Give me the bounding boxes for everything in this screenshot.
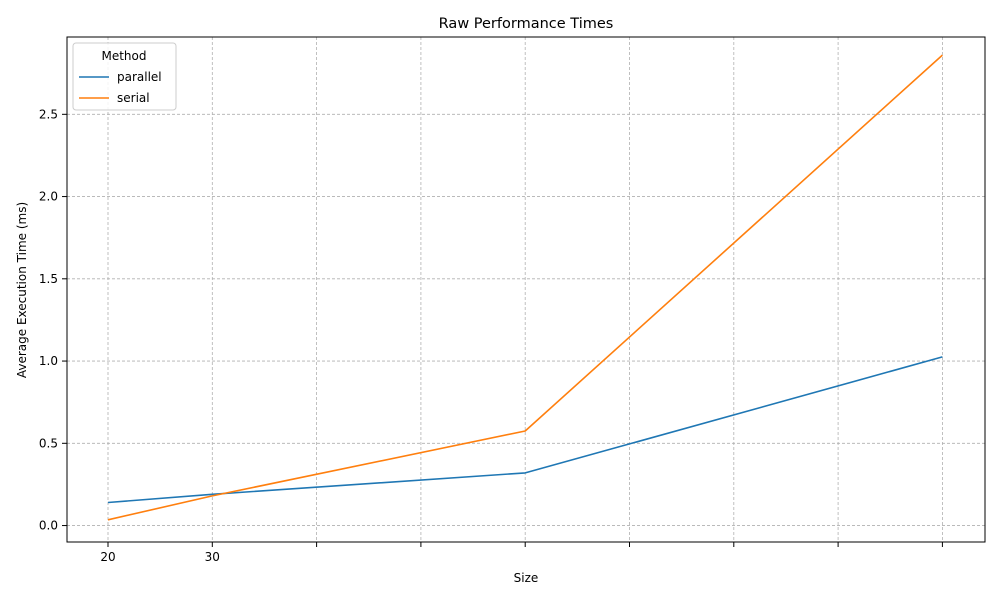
axis-ticks: 20 30 0.0 0.5 1.0 1.5 2.0 2.5 [39,107,943,564]
x-tick-label: 20 [100,550,115,564]
legend: Method parallel serial [72,42,177,111]
legend-entry-serial: serial [117,91,150,105]
legend-title: Method [101,49,146,63]
chart-title: Raw Performance Times [439,16,614,32]
series-lines [107,54,943,521]
series-line-parallel [107,356,943,504]
y-tick-label: 1.5 [39,272,58,286]
y-axis-label: Average Execution Time (ms) [15,202,29,378]
x-tick-label: 30 [205,550,220,564]
legend-entry-parallel: parallel [117,70,162,84]
y-tick-label: 2.5 [39,107,58,121]
plot-area-frame [66,36,986,543]
series-line-serial [107,54,943,521]
grid [67,37,985,542]
y-tick-label: 0.5 [39,436,58,450]
y-tick-label: 1.0 [39,354,58,368]
y-tick-label: 0.0 [39,519,58,533]
y-tick-label: 2.0 [39,190,58,204]
x-axis-label: Size [514,571,539,585]
legend-box [72,42,177,111]
